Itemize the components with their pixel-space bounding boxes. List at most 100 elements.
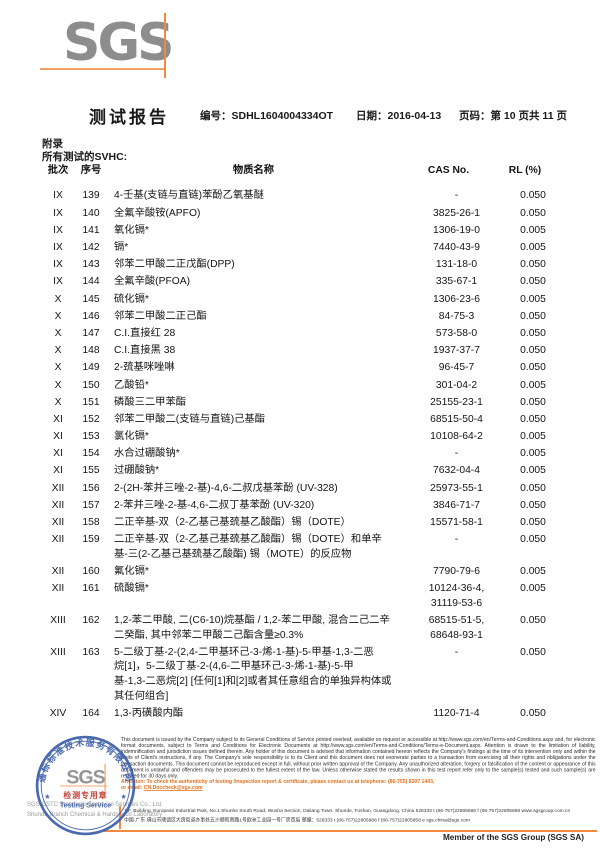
cas-cell: 335-67-1 — [435, 276, 478, 288]
legal-disclaimer: This document is issued by the Company s… — [121, 737, 596, 791]
batch-cell: X — [54, 362, 62, 374]
rl-cell: 0.050 — [520, 534, 546, 546]
batch-cell: IX — [53, 276, 63, 288]
rl-cell: 0.005 — [520, 242, 546, 254]
rl-cell: 0.050 — [520, 517, 546, 529]
cas-cell: 96-45-7 — [438, 362, 475, 374]
substance-name-cell: C.I.直接黑 38 — [114, 345, 176, 357]
cas-cell: 10124-36-4, 31119-53-6 — [428, 583, 485, 609]
serial-cell: 164 — [82, 707, 100, 719]
page-title: 测试报告 — [89, 108, 169, 127]
svhc-heading: 所有测试的SVHC: — [42, 151, 128, 163]
batch-cell: IX — [53, 190, 63, 202]
substance-name-cell: 硫化镉* — [114, 293, 149, 305]
cas-cell: 68515-51-5, 68648-93-1 — [428, 614, 485, 641]
svhc-table: 批次 序号 物质名称 CAS No. RL (%) IX 139 4-壬基(支链… — [40, 163, 564, 723]
rl-cell: 0.050 — [520, 499, 546, 511]
rl-cell: 0.005 — [520, 465, 546, 477]
table-row: XII 161 硫酸镉* 10124-36-4, 31119-53-6 0.00… — [40, 581, 564, 613]
stamp-inner-ring — [40, 740, 131, 831]
table-row: XI 152 邻苯二甲酸二(支链与直链)己基酯 68515-50-4 0.050 — [40, 412, 564, 429]
report-number-value: SDHL1604004334OT — [231, 110, 334, 122]
rl-cell: 0.050 — [520, 614, 546, 626]
footer-orange-rule — [104, 830, 597, 832]
serial-cell: 147 — [82, 327, 100, 339]
address-cn: 中国·广东·佛山市顺德区大良街道办事处五沙顺和南路1号欧洲工业园一号厂房首层 邮… — [124, 817, 470, 823]
serial-cell: 145 — [82, 293, 100, 305]
table-row: IX 140 全氟辛酸铵(APFO) 3825-26-1 0.050 — [40, 205, 564, 222]
report-number-label: 编号： — [200, 110, 232, 122]
substance-name-cell: 2-苯并三唑-2-基-4,6-二叔丁基苯酚 (UV-320) — [114, 499, 315, 511]
batch-cell: IX — [53, 259, 63, 271]
sgs-logo: SGS — [63, 13, 175, 73]
table-row: X 151 磷酸三二甲苯酯 25155-23-1 0.050 — [40, 394, 564, 411]
report-date-value: 2016-04-13 — [387, 110, 442, 122]
serial-cell: 152 — [82, 413, 100, 425]
cas-cell: 1306-23-6 — [433, 293, 480, 305]
substance-name-cell: 乙酸铅* — [114, 379, 149, 391]
cas-cell: 131-18-0 — [435, 259, 478, 271]
cas-cell: 3825-26-1 — [433, 207, 480, 219]
table-row: X 148 C.I.直接黑 38 1937-37-7 0.050 — [40, 343, 564, 360]
batch-cell: XI — [53, 431, 63, 443]
table-row: X 150 乙酸铅* 301-04-2 0.005 — [40, 377, 564, 394]
batch-cell: XII — [51, 583, 65, 595]
cas-cell: - — [454, 534, 459, 546]
batch-cell: XII — [51, 499, 65, 511]
cas-cell: 68515-50-4 — [430, 413, 483, 425]
batch-cell: XI — [53, 465, 63, 477]
address-en: 1/F, Building, European Industrial Park,… — [124, 808, 571, 814]
serial-cell: 153 — [82, 431, 100, 443]
cas-cell: 3846-71-7 — [433, 499, 480, 511]
serial-cell: 158 — [82, 517, 100, 529]
substance-name-cell: 1,2-苯二甲酸, 二(C6-10)烷基酯 / 1,2-苯二甲酸, 混合二己二辛… — [114, 614, 390, 641]
stamp-sgs-text: SGS — [66, 766, 105, 788]
testing-service-stamp: 通标标准技术服务有限公司 ★ ★ SGS 检测专用章 Testing Servi… — [35, 735, 136, 836]
cas-cell: - — [454, 448, 459, 460]
serial-cell: 144 — [82, 276, 100, 288]
serial-cell: 142 — [82, 242, 100, 254]
stamp-service-text: Testing Service — [60, 803, 111, 810]
rl-cell: 0.005 — [520, 293, 546, 305]
substance-name-cell: 氟化镉* — [114, 566, 149, 578]
batch-cell: X — [54, 310, 62, 322]
substance-name-cell: 硫酸镉* — [114, 583, 149, 595]
table-row: XII 160 氟化镉* 7790-79-6 0.005 — [40, 564, 564, 581]
substance-name-cell: 水合过硼酸钠* — [114, 448, 180, 460]
substance-name-cell: 氯化镉* — [114, 431, 149, 443]
substance-name-cell: 二正辛基-双（2-乙基己基巯基乙酸酯）锡（DOTE） — [114, 517, 351, 529]
svhc-table-body: IX 139 4-壬基(支链与直链)苯酚乙氧基醚 - 0.050 IX 140 … — [40, 188, 564, 722]
table-row: XIII 162 1,2-苯二甲酸, 二(C6-10)烷基酯 / 1,2-苯二甲… — [40, 613, 564, 645]
table-row: X 147 C.I.直接红 28 573-58-0 0.050 — [40, 326, 564, 343]
rl-cell: 0.050 — [520, 259, 546, 271]
serial-cell: 140 — [82, 207, 100, 219]
company-name-en: SGS-CSTC Standards Technical Services Co… — [27, 802, 163, 808]
serial-cell: 156 — [82, 482, 100, 494]
header-rl: RL (%) — [508, 165, 542, 177]
table-row: XIII 163 5-二级丁基-2-(2,4-二甲基环己-3-烯-1-基)-5-… — [40, 644, 564, 705]
rl-cell: 0.050 — [520, 396, 546, 408]
cas-cell: - — [454, 190, 459, 202]
rl-cell: 0.050 — [520, 413, 546, 425]
serial-cell: 159 — [82, 534, 100, 546]
attention-line1: Attention: To check the authenticity of … — [121, 779, 435, 785]
stamp-star-left-icon: ★ — [44, 792, 50, 801]
cas-cell: 7440-43-9 — [433, 242, 480, 254]
doccheck-email: CN.Doccheck@sgs.com — [143, 785, 203, 791]
batch-cell: X — [54, 345, 62, 357]
report-date-label: 日期： — [356, 110, 388, 122]
header-substance-name: 物质名称 — [232, 165, 275, 177]
rl-cell: 0.050 — [520, 707, 546, 719]
address-block: 1/F, Building, European Industrial Park,… — [124, 807, 596, 825]
substance-name-cell: 5-二级丁基-2-(2,4-二甲基环己-3-烯-1-基)-5-甲基-1,3-二恶… — [114, 646, 392, 702]
table-header-row: 批次 序号 物质名称 CAS No. RL (%) — [40, 163, 564, 180]
rl-cell: 0.050 — [520, 310, 546, 322]
rl-cell: 0.050 — [520, 362, 546, 374]
rl-cell: 0.050 — [520, 345, 546, 357]
cas-cell: 573-58-0 — [435, 327, 478, 339]
substance-name-cell: 邻苯二甲酸二正戊酯(DPP) — [114, 259, 235, 271]
serial-cell: 160 — [82, 566, 100, 578]
legal-text: This document is issued by the Company s… — [121, 737, 596, 779]
page-number: 页码：第 10 页共 11 页 — [459, 108, 567, 123]
